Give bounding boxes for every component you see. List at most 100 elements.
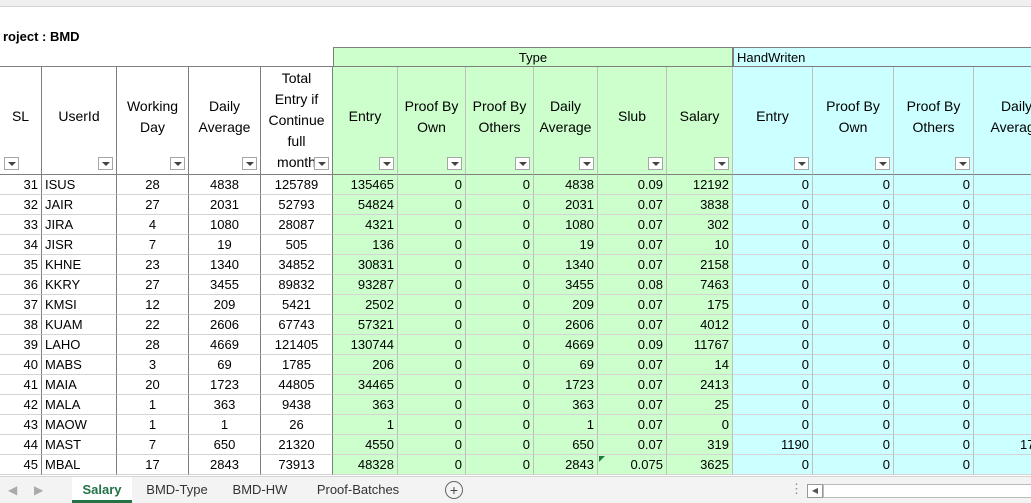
hscroll-track[interactable] [823, 484, 1031, 498]
scroll-right[interactable]: ▶ [34, 483, 43, 497]
cell: 12192 [667, 175, 733, 195]
cell: 39 [0, 335, 42, 355]
filter-button[interactable] [515, 157, 530, 170]
cell: 319 [667, 435, 733, 455]
cell: 0 [398, 455, 466, 475]
cell: 0.09 [598, 175, 667, 195]
cell: 0.07 [598, 435, 667, 455]
cell: 0.07 [598, 315, 667, 335]
cell: 38 [0, 315, 42, 335]
cell: 4838 [189, 175, 261, 195]
cell: 135465 [333, 175, 398, 195]
cell: 3838 [667, 195, 733, 215]
cell: 0 [813, 335, 894, 355]
cell: 28 [117, 175, 189, 195]
filter-button[interactable] [379, 157, 394, 170]
error-indicator [599, 456, 605, 462]
sheet-title: roject : BMD [0, 27, 83, 47]
cell: 0 [733, 315, 813, 335]
cell: 1 [117, 395, 189, 415]
cell: 21320 [261, 435, 333, 455]
cell: 0 [894, 355, 974, 375]
cell: 34852 [261, 255, 333, 275]
filter-button[interactable] [794, 157, 809, 170]
cell: 1190 [733, 435, 813, 455]
filter-button[interactable] [314, 157, 329, 170]
cell: 0 [398, 175, 466, 195]
cell [974, 175, 1031, 195]
cell: 54824 [333, 195, 398, 215]
cell: 1080 [534, 215, 598, 235]
filter-button[interactable] [170, 157, 185, 170]
cell: 0 [398, 315, 466, 335]
cell: 0 [466, 195, 534, 215]
cell: 4012 [667, 315, 733, 335]
filter-button[interactable] [447, 157, 462, 170]
sheet-tab[interactable]: Proof-Batches [306, 477, 410, 503]
cell: 3625 [667, 455, 733, 475]
filter-button[interactable] [579, 157, 594, 170]
scroll-left[interactable]: ◀ [8, 483, 17, 497]
cell: 1 [333, 415, 398, 435]
cell: 27 [117, 195, 189, 215]
cell: KKRY [42, 275, 117, 295]
cell: 0 [466, 415, 534, 435]
cell: 1080 [189, 215, 261, 235]
cell: 31 [0, 175, 42, 195]
cell: 32 [0, 195, 42, 215]
cell [974, 235, 1031, 255]
cell: 7463 [667, 275, 733, 295]
filter-button[interactable] [98, 157, 113, 170]
cell: 17 [117, 455, 189, 475]
cell: 0 [398, 375, 466, 395]
cell: 0 [894, 195, 974, 215]
cell [974, 415, 1031, 435]
cell: 20 [117, 375, 189, 395]
sheet-tab[interactable]: Salary [72, 477, 132, 503]
cell: 0.07 [598, 295, 667, 315]
cell: 7 [117, 235, 189, 255]
cell: 45 [0, 455, 42, 475]
filter-button[interactable] [4, 157, 19, 170]
cell: 9438 [261, 395, 333, 415]
filter-button[interactable] [714, 157, 729, 170]
cell: 44 [0, 435, 42, 455]
cell [974, 195, 1031, 215]
filter-button[interactable] [955, 157, 970, 170]
add-sheet[interactable]: + [445, 481, 463, 499]
cell: 0 [894, 175, 974, 195]
cell: 19 [534, 235, 598, 255]
sheet-tab[interactable]: BMD-Type [137, 477, 217, 503]
cell: 22 [117, 315, 189, 335]
cell: 0 [894, 455, 974, 475]
filter-button[interactable] [242, 157, 257, 170]
filter-button[interactable] [875, 157, 890, 170]
sheet-tab[interactable]: BMD-HW [224, 477, 296, 503]
cell: 4838 [534, 175, 598, 195]
cell: 40 [0, 355, 42, 375]
filter-button[interactable] [648, 157, 663, 170]
cell [974, 255, 1031, 275]
cell: KHNE [42, 255, 117, 275]
hscroll-left[interactable]: ◀ [807, 484, 823, 498]
cell: 0 [733, 255, 813, 275]
cell: 4321 [333, 215, 398, 235]
cell: 0 [398, 195, 466, 215]
cell: 11767 [667, 335, 733, 355]
cell: 27 [117, 275, 189, 295]
cell: 4669 [189, 335, 261, 355]
cell: 14 [667, 355, 733, 375]
cell: 2031 [534, 195, 598, 215]
cell: 0 [466, 455, 534, 475]
more-options[interactable]: ⋮ [790, 481, 803, 497]
cell [974, 295, 1031, 315]
cell: 0 [813, 355, 894, 375]
cell: 67743 [261, 315, 333, 335]
cell: 0 [813, 255, 894, 275]
cell: 0 [894, 435, 974, 455]
cell: 3 [117, 355, 189, 375]
cell [974, 275, 1031, 295]
column-header-strip [0, 0, 1031, 7]
cell: 19 [189, 235, 261, 255]
